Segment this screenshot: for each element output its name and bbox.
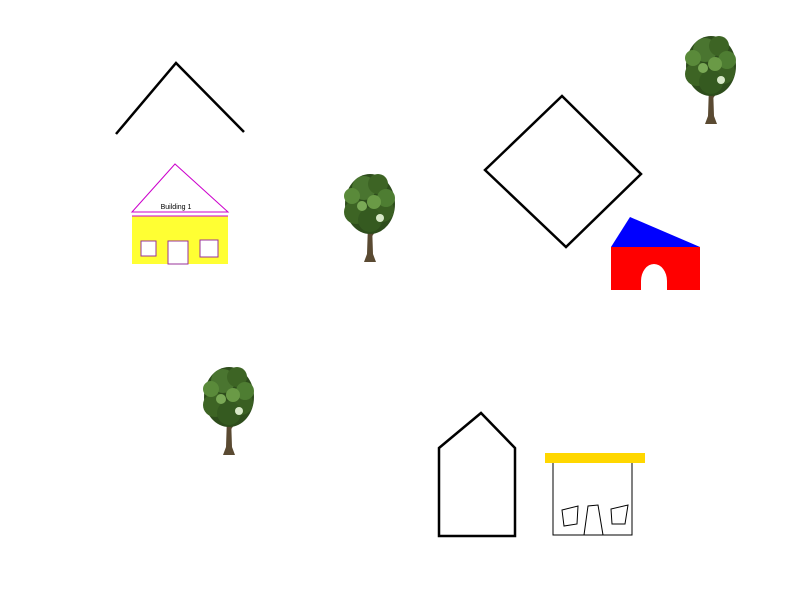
canopy-right-window xyxy=(610,504,629,525)
roof-outline xyxy=(115,61,245,135)
red-building-roof xyxy=(611,217,700,247)
canopy-building xyxy=(545,453,645,536)
tree-icon xyxy=(684,35,737,125)
canopy-roof xyxy=(545,453,645,463)
canopy-left-window xyxy=(561,505,579,527)
building-1-door xyxy=(167,240,189,265)
canopy-building-walls xyxy=(552,463,633,536)
building-1: Building 1 xyxy=(130,163,230,265)
tree-icon xyxy=(343,173,396,263)
building-1-left-window xyxy=(140,240,157,257)
red-building-wall xyxy=(611,247,700,290)
tree-icon xyxy=(202,366,255,456)
building-1-roof xyxy=(130,163,230,213)
red-building xyxy=(611,217,700,290)
house-outline xyxy=(437,411,517,538)
canopy-doorway xyxy=(583,504,604,536)
diamond-shape xyxy=(483,94,643,249)
building-1-label: Building 1 xyxy=(161,204,192,211)
building-1-right-window xyxy=(199,239,219,258)
